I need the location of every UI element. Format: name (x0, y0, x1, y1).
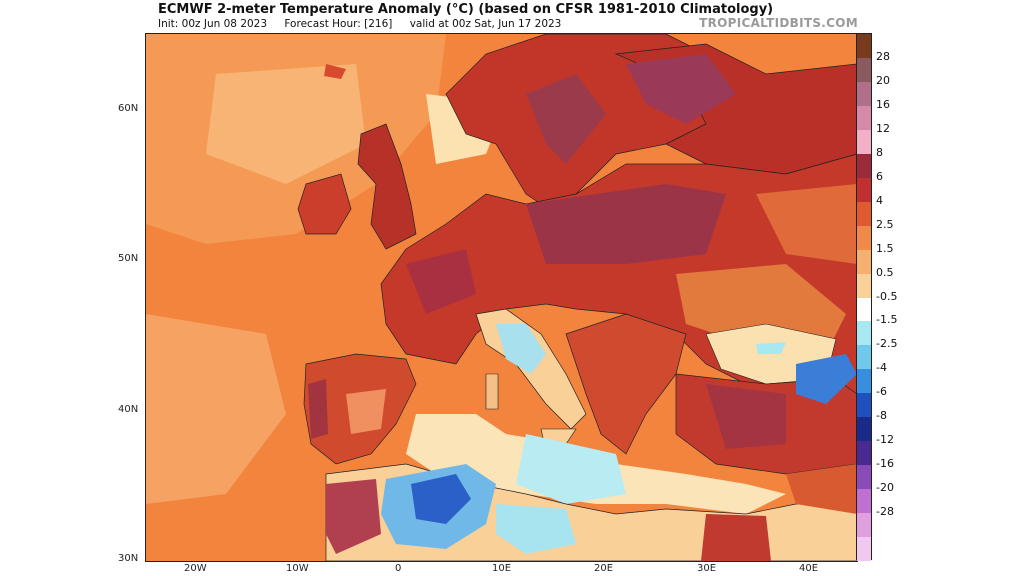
land-great-britain (357, 123, 417, 250)
colorbar-tick-label: 2.5 (876, 217, 894, 231)
colorbar-tick-label: 28 (876, 49, 890, 63)
colorbar-tick-label: -12 (876, 433, 894, 447)
land-sardinia (485, 373, 499, 410)
colorbar-segment (857, 417, 871, 442)
colorbar-tick-label: -28 (876, 505, 894, 519)
colorbar-segment (857, 153, 871, 179)
colorbar-tick-label: -0.5 (876, 289, 898, 303)
colorbar-segment (857, 81, 871, 107)
colorbar-segment (857, 489, 871, 514)
colorbar-segment (857, 297, 871, 322)
scandinavia-hot-core (526, 74, 606, 164)
colorbar-tick-label: 0.5 (876, 265, 894, 279)
lon-label-40e: 40E (799, 563, 819, 574)
colorbar-tick-label: 16 (876, 97, 890, 111)
colorbar-segment (857, 177, 871, 203)
middle-east-warm-patch (786, 464, 857, 514)
colorbar-tick-label: -16 (876, 457, 894, 471)
poland-hot-core (526, 184, 726, 264)
land-balkans (565, 313, 687, 455)
atlantic-mild-patch (206, 64, 366, 184)
colorbar-segment (857, 465, 871, 490)
central-med-cool-patch (516, 434, 626, 504)
land-small-island (324, 64, 346, 79)
lon-label-20e: 20E (594, 563, 614, 574)
colorbar-segment (857, 201, 871, 227)
colorbar-segment (857, 129, 871, 155)
colorbar-segment (857, 105, 871, 131)
finland-hot-core (626, 54, 736, 124)
turkey-hot-core (706, 384, 786, 449)
init-time: Init: 00z Jun 08 2023 (158, 18, 268, 30)
eastern-cool-patch (796, 354, 857, 404)
lat-label-30n: 30N (118, 553, 139, 564)
colorbar-tick-label: -20 (876, 481, 894, 495)
map-title: ECMWF 2-meter Temperature Anomaly (°C) (… (158, 2, 774, 17)
colorbar-tick-label: 4 (876, 193, 883, 207)
lat-label-40n: 40N (118, 404, 139, 415)
black-sea-cool-patch (756, 342, 786, 354)
lon-label-0: 0 (395, 563, 402, 574)
colorbar-tick-label: -2.5 (876, 337, 898, 351)
colorbar-tick-label: 12 (876, 121, 890, 135)
colorbar-segment (857, 57, 871, 83)
forecast-hour: Forecast Hour: [216] (284, 18, 393, 30)
colorbar-tick-label: 1.5 (876, 241, 894, 255)
colorbar-segment (857, 321, 871, 346)
france-hot-core (406, 249, 476, 314)
lon-label-10w: 10W (286, 563, 309, 574)
colorbar-scale (856, 33, 872, 562)
colorbar-segment (857, 34, 871, 59)
colorbar-tick-label: 6 (876, 169, 883, 183)
italy-cool-patch (496, 324, 546, 374)
colorbar-tick-label: -6 (876, 385, 887, 399)
anomaly-map (145, 33, 858, 562)
colorbar-tick-label: -8 (876, 409, 887, 423)
atlantic-south-band (146, 314, 286, 504)
colorbar-segment (857, 249, 871, 275)
russia-warm-patch (756, 184, 857, 264)
colorbar-segment (857, 345, 871, 370)
lon-label-10e: 10E (492, 563, 512, 574)
egypt-hot-patch (701, 514, 771, 561)
map-subtitle: Init: 00z Jun 08 2023 Forecast Hour: [21… (158, 18, 575, 30)
site-watermark: TROPICALTIDBITS.COM (699, 16, 858, 30)
lon-label-30e: 30E (697, 563, 717, 574)
valid-time: valid at 00z Sat, Jun 17 2023 (409, 18, 562, 30)
colorbar-segment (857, 369, 871, 394)
colorbar-segment (857, 513, 871, 538)
lon-label-20w: 20W (184, 563, 207, 574)
colorbar-segment (857, 225, 871, 251)
colorbar-segment (857, 393, 871, 418)
colorbar-tick-label: -1.5 (876, 313, 898, 327)
land-ireland (297, 173, 352, 235)
anomaly-map-canvas (146, 34, 857, 561)
libya-cool-patch (496, 504, 576, 554)
colorbar-segment (857, 273, 871, 298)
colorbar-tick-label: 20 (876, 73, 890, 87)
lat-label-60n: 60N (118, 103, 139, 114)
colorbar-segment (857, 441, 871, 466)
spain-warm-patch (346, 389, 386, 434)
algeria-cold-core (411, 474, 471, 524)
lat-label-50n: 50N (118, 253, 139, 264)
ukraine-warm-patch (676, 264, 846, 354)
colorbar-tick-label: -4 (876, 361, 887, 375)
colorbar-segment (857, 537, 871, 562)
morocco-hot-patch (326, 479, 381, 554)
colorbar-tick-label: 8 (876, 145, 883, 159)
portugal-hot-core (308, 379, 328, 439)
